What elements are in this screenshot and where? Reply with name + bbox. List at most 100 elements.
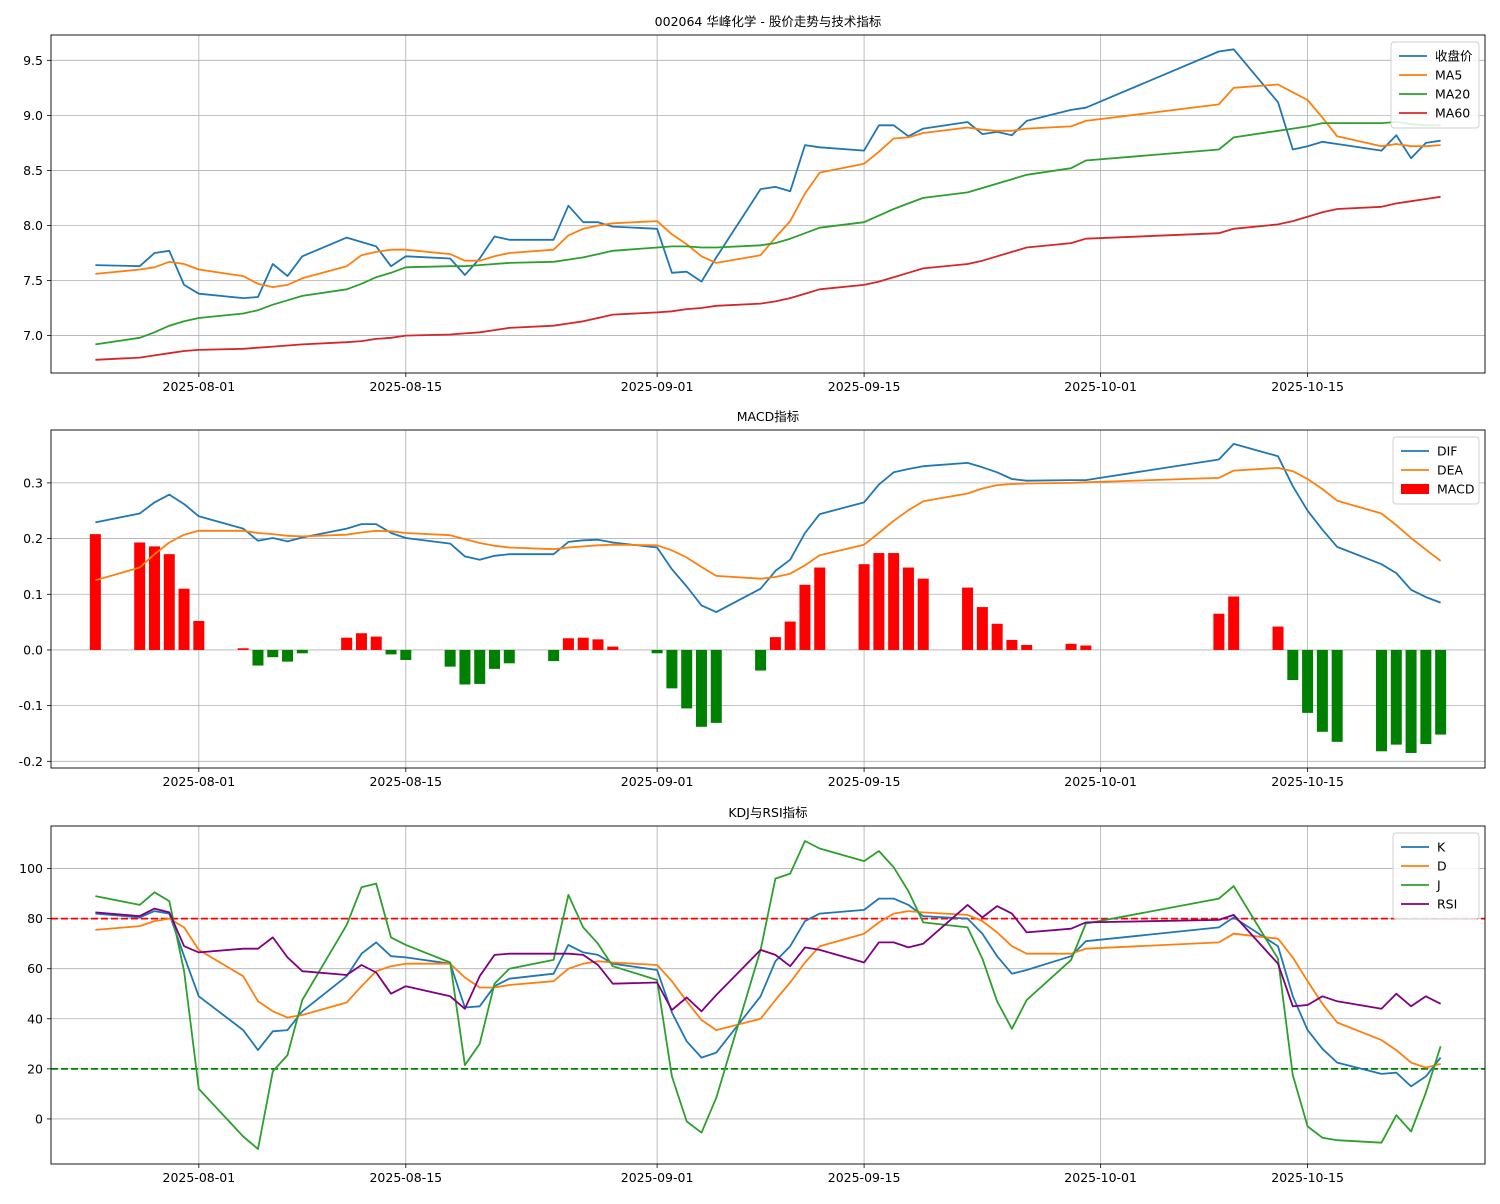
plot-area	[51, 840, 1485, 1150]
macd-bar	[267, 649, 279, 658]
macd-bar	[1228, 596, 1240, 650]
series-line-rsi	[95, 904, 1442, 1013]
macd-bar	[489, 649, 501, 669]
macd-bar	[1065, 643, 1077, 650]
macd-bar	[976, 607, 988, 650]
legend: KDJ RSI	[1392, 832, 1480, 920]
macd-bar	[134, 542, 146, 650]
legend-label: MA60	[1435, 106, 1470, 121]
plot-frame	[50, 34, 1486, 374]
legend-label: D	[1437, 859, 1447, 874]
legend-box	[1392, 832, 1480, 920]
legend-label: DIF	[1437, 444, 1458, 459]
x-tick-label: 2025-10-01	[1064, 379, 1137, 394]
legend-box	[1390, 41, 1480, 129]
chart-title: 002064 华峰化学 - 股价走势与技术指标	[655, 14, 882, 29]
series-line-j	[95, 840, 1442, 1150]
x-tick-label: 2025-09-15	[828, 774, 901, 789]
plot-area	[95, 48, 1441, 361]
legend-label: J	[1436, 878, 1441, 893]
y-tick-label: 9.5	[23, 53, 43, 68]
macd-bar	[548, 649, 560, 662]
legend-label: MA5	[1435, 68, 1462, 83]
macd-bar	[1080, 645, 1092, 650]
macd-bar	[355, 633, 367, 650]
macd-bar	[858, 564, 870, 650]
x-tick-label: 2025-09-01	[621, 1170, 694, 1185]
legend-label: DEA	[1437, 463, 1464, 478]
chart-title: KDJ与RSI指标	[728, 805, 807, 820]
macd-bar	[296, 649, 308, 654]
series-line-d	[95, 910, 1441, 1069]
macd-bar	[237, 648, 249, 650]
x-tick-label: 2025-09-15	[828, 1170, 901, 1185]
y-tick-label: 7.5	[23, 273, 43, 288]
macd-bar	[370, 636, 382, 650]
macd-bar	[252, 649, 264, 666]
macd-bar	[1302, 649, 1314, 713]
macd-bar	[1420, 649, 1432, 745]
macd-bar	[592, 639, 604, 650]
y-tick-label: -0.1	[19, 698, 43, 713]
macd-bar	[991, 623, 1003, 650]
macd-bar	[163, 554, 175, 650]
x-tick-label: 2025-08-01	[163, 774, 236, 789]
x-tick-label: 2025-10-01	[1064, 774, 1137, 789]
macd-bar	[1435, 649, 1447, 735]
macd-bar	[1331, 649, 1343, 742]
macd-bar	[282, 649, 294, 662]
legend-label: MACD	[1437, 482, 1474, 497]
plot-frame	[50, 825, 1486, 1165]
macd-bar	[888, 553, 900, 650]
series-line-ma5	[95, 83, 1441, 289]
macd-bar	[341, 637, 353, 650]
y-tick-label: 9.0	[23, 108, 43, 123]
chart-panel-2: KDJ与RSI指标 2025-08-01 2025-08-15 2025-09-01 2…	[19, 805, 1486, 1185]
macd-bar	[873, 553, 885, 650]
macd-bar	[178, 588, 190, 650]
x-tick-label: 2025-08-15	[369, 379, 442, 394]
chart-panel-1: MACD指标 2025-08-01 2025-08-15 2025-09-01 2025…	[19, 409, 1486, 789]
macd-bar	[755, 649, 767, 671]
macd-bar	[799, 584, 811, 650]
series-line-收盘价	[95, 48, 1441, 300]
macd-bar	[1021, 644, 1033, 650]
x-tick-label: 2025-08-01	[163, 379, 236, 394]
series-line-ma20	[95, 121, 1441, 346]
legend-label: MA20	[1435, 87, 1470, 102]
chart-panel-0: 002064 华峰化学 - 股价走势与技术指标 2025-08-01 2025-08…	[23, 14, 1486, 394]
macd-bar	[651, 649, 663, 654]
legend-label: K	[1437, 840, 1446, 855]
macd-bar	[1272, 626, 1284, 650]
macd-bar	[1316, 649, 1328, 732]
legend: DIF DEA MACD	[1392, 436, 1480, 505]
legend: 收盘价 MA5 MA20 MA60	[1390, 41, 1480, 129]
x-tick-label: 2025-10-15	[1271, 379, 1344, 394]
series-line-dea	[95, 466, 1442, 582]
macd-bar	[902, 567, 914, 650]
macd-bar	[784, 621, 796, 650]
y-tick-label: 8.0	[23, 218, 43, 233]
plot-frame	[50, 429, 1486, 769]
y-tick-label: 0.3	[23, 475, 43, 490]
y-tick-label: 0.0	[23, 642, 43, 657]
y-tick-label: 60	[27, 961, 43, 976]
macd-bar	[814, 567, 826, 650]
y-tick-label: 20	[27, 1061, 43, 1076]
macd-bar	[148, 546, 160, 650]
macd-bar	[681, 649, 693, 709]
y-tick-label: 0	[35, 1111, 43, 1126]
legend-swatch	[1401, 484, 1429, 494]
macd-bar	[710, 649, 722, 723]
y-tick-label: 8.5	[23, 163, 43, 178]
macd-bar	[1376, 649, 1388, 752]
y-tick-label: 0.2	[23, 531, 43, 546]
macd-bar	[459, 649, 471, 685]
y-tick-label: 80	[27, 911, 43, 926]
macd-bar	[385, 649, 397, 655]
legend-label: RSI	[1437, 897, 1457, 912]
x-tick-label: 2025-10-15	[1271, 1170, 1344, 1185]
macd-bar	[193, 620, 205, 650]
